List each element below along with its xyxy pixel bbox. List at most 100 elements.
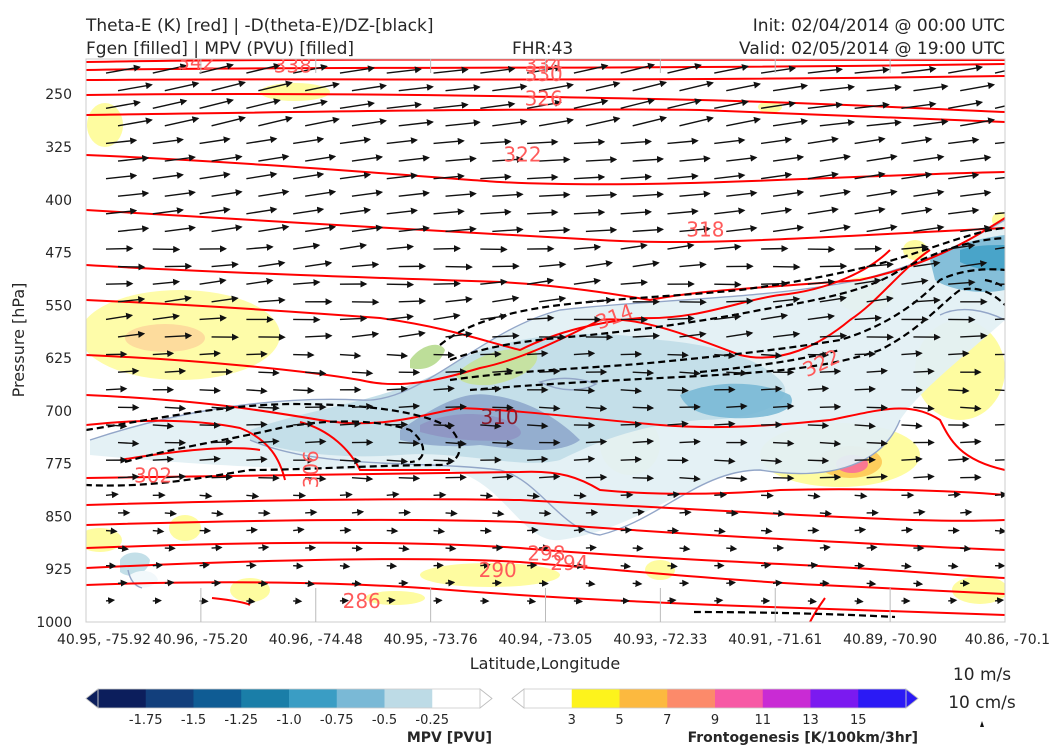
wind-vector — [527, 350, 549, 358]
x-axis: 40.95, -75.92 40.96, -75.20 40.96, -74.48 4… — [57, 59, 1050, 648]
colorbar-swatch — [98, 689, 147, 708]
wind-vector — [199, 492, 213, 500]
wind-vector — [620, 387, 643, 395]
wind-vector — [117, 473, 140, 481]
wind-vector — [632, 404, 655, 412]
wind-vector — [632, 438, 655, 446]
wind-vector — [199, 350, 221, 358]
wind-vector — [164, 579, 175, 587]
wind-vector — [667, 137, 699, 145]
wind-vector — [492, 118, 528, 127]
theta-e-label: 334 — [525, 53, 563, 77]
wind-vector — [152, 350, 175, 358]
wind-vector — [714, 64, 749, 74]
x-tick-label: 40.94, -73.05 — [498, 632, 592, 648]
wind-vector — [211, 153, 243, 162]
x-tick-label: 40.93, -72.33 — [613, 632, 707, 648]
wind-vector — [632, 332, 661, 340]
wind-vector — [258, 153, 290, 162]
wind-vector — [105, 527, 118, 535]
wind-vector — [211, 404, 233, 412]
wind-vector — [667, 315, 695, 323]
colorbar-swatch — [524, 689, 573, 708]
y-tick-label: 250 — [45, 87, 72, 103]
wind-vector — [585, 191, 618, 199]
wind-vector — [994, 70, 1005, 74]
wind-vector — [527, 492, 540, 500]
colorbar-swatch — [193, 689, 242, 708]
wind-vector — [772, 579, 783, 587]
colorbar-tick-label: -0.75 — [320, 713, 354, 728]
wind-vector — [866, 439, 889, 447]
wind-vector — [258, 80, 293, 92]
wind-vector — [773, 402, 795, 410]
theta-e-label: 286 — [343, 589, 381, 613]
wind-vector — [994, 597, 1005, 605]
colorbar-tick-label: 15 — [850, 713, 867, 728]
wind-vector — [960, 438, 982, 446]
wind-vector — [913, 404, 935, 412]
wind-vector — [246, 171, 278, 180]
wind-vector — [714, 137, 746, 145]
wind-vector — [819, 368, 842, 375]
wind-vector — [246, 277, 274, 285]
wind-vector — [761, 280, 789, 288]
y-axis: 250 325 400 475 550 625 700 775 850 925 1000 — [36, 87, 72, 631]
wind-vector — [539, 367, 561, 375]
wind-vector — [620, 491, 634, 499]
wind-vector — [105, 137, 138, 145]
wind-vector — [105, 385, 128, 393]
wind-vector — [492, 226, 524, 234]
wind-vector — [293, 526, 305, 534]
y-axis-label: Pressure [hPa] — [9, 283, 28, 398]
wind-vector — [433, 597, 443, 605]
wind-vector — [573, 277, 602, 285]
wind-vector — [854, 101, 890, 109]
wind-vector — [726, 116, 761, 127]
wind-vector — [398, 402, 421, 410]
wind-vector — [667, 63, 702, 74]
wind-vector — [433, 312, 461, 321]
wind-vector — [948, 455, 970, 463]
wind-vector — [164, 509, 178, 517]
wind-vector — [386, 66, 422, 74]
wind-vector — [199, 277, 227, 285]
wind-vector — [433, 101, 469, 109]
wind-vector — [538, 82, 574, 92]
wind-vector — [492, 509, 505, 517]
wind-vector — [211, 189, 243, 197]
wind-vector — [246, 387, 268, 395]
wind-vector — [585, 438, 608, 446]
wind-vector — [948, 597, 958, 605]
wind-vector — [819, 153, 851, 162]
wind-vector — [714, 207, 746, 215]
wind-vector — [398, 190, 430, 197]
wind-vector — [854, 350, 877, 358]
wind-vector — [527, 561, 538, 569]
wind-vector — [152, 561, 164, 569]
wind-vector — [339, 100, 375, 109]
wind-vector — [620, 62, 656, 74]
x-tick-label: 40.95, -73.76 — [384, 632, 478, 648]
wind-vector — [854, 597, 864, 605]
wind-vector — [585, 260, 613, 268]
wind-vector — [854, 136, 886, 145]
x-tick-label: 40.89, -70.90 — [843, 632, 937, 648]
wind-vector — [526, 277, 555, 285]
wind-vector — [433, 137, 465, 145]
colorbar-swatch — [619, 689, 668, 708]
wind-vector — [667, 420, 689, 428]
wind-vector — [913, 296, 941, 304]
wind-vector — [105, 491, 119, 499]
stability-contours — [86, 226, 1005, 619]
valid-time: Valid: 02/05/2014 @ 19:00 UTC — [739, 39, 1005, 59]
wind-vector — [152, 455, 175, 463]
wind-vector — [305, 81, 340, 92]
wind-vector — [211, 261, 239, 269]
theta-e-label: 326 — [525, 86, 563, 110]
colorbar-tick-label: -1.25 — [224, 713, 258, 728]
wind-vector — [539, 544, 551, 552]
vector-key: 10 m/s 10 cm/s — [948, 665, 1016, 727]
wind-vector — [527, 173, 559, 181]
wind-vector — [152, 207, 184, 215]
